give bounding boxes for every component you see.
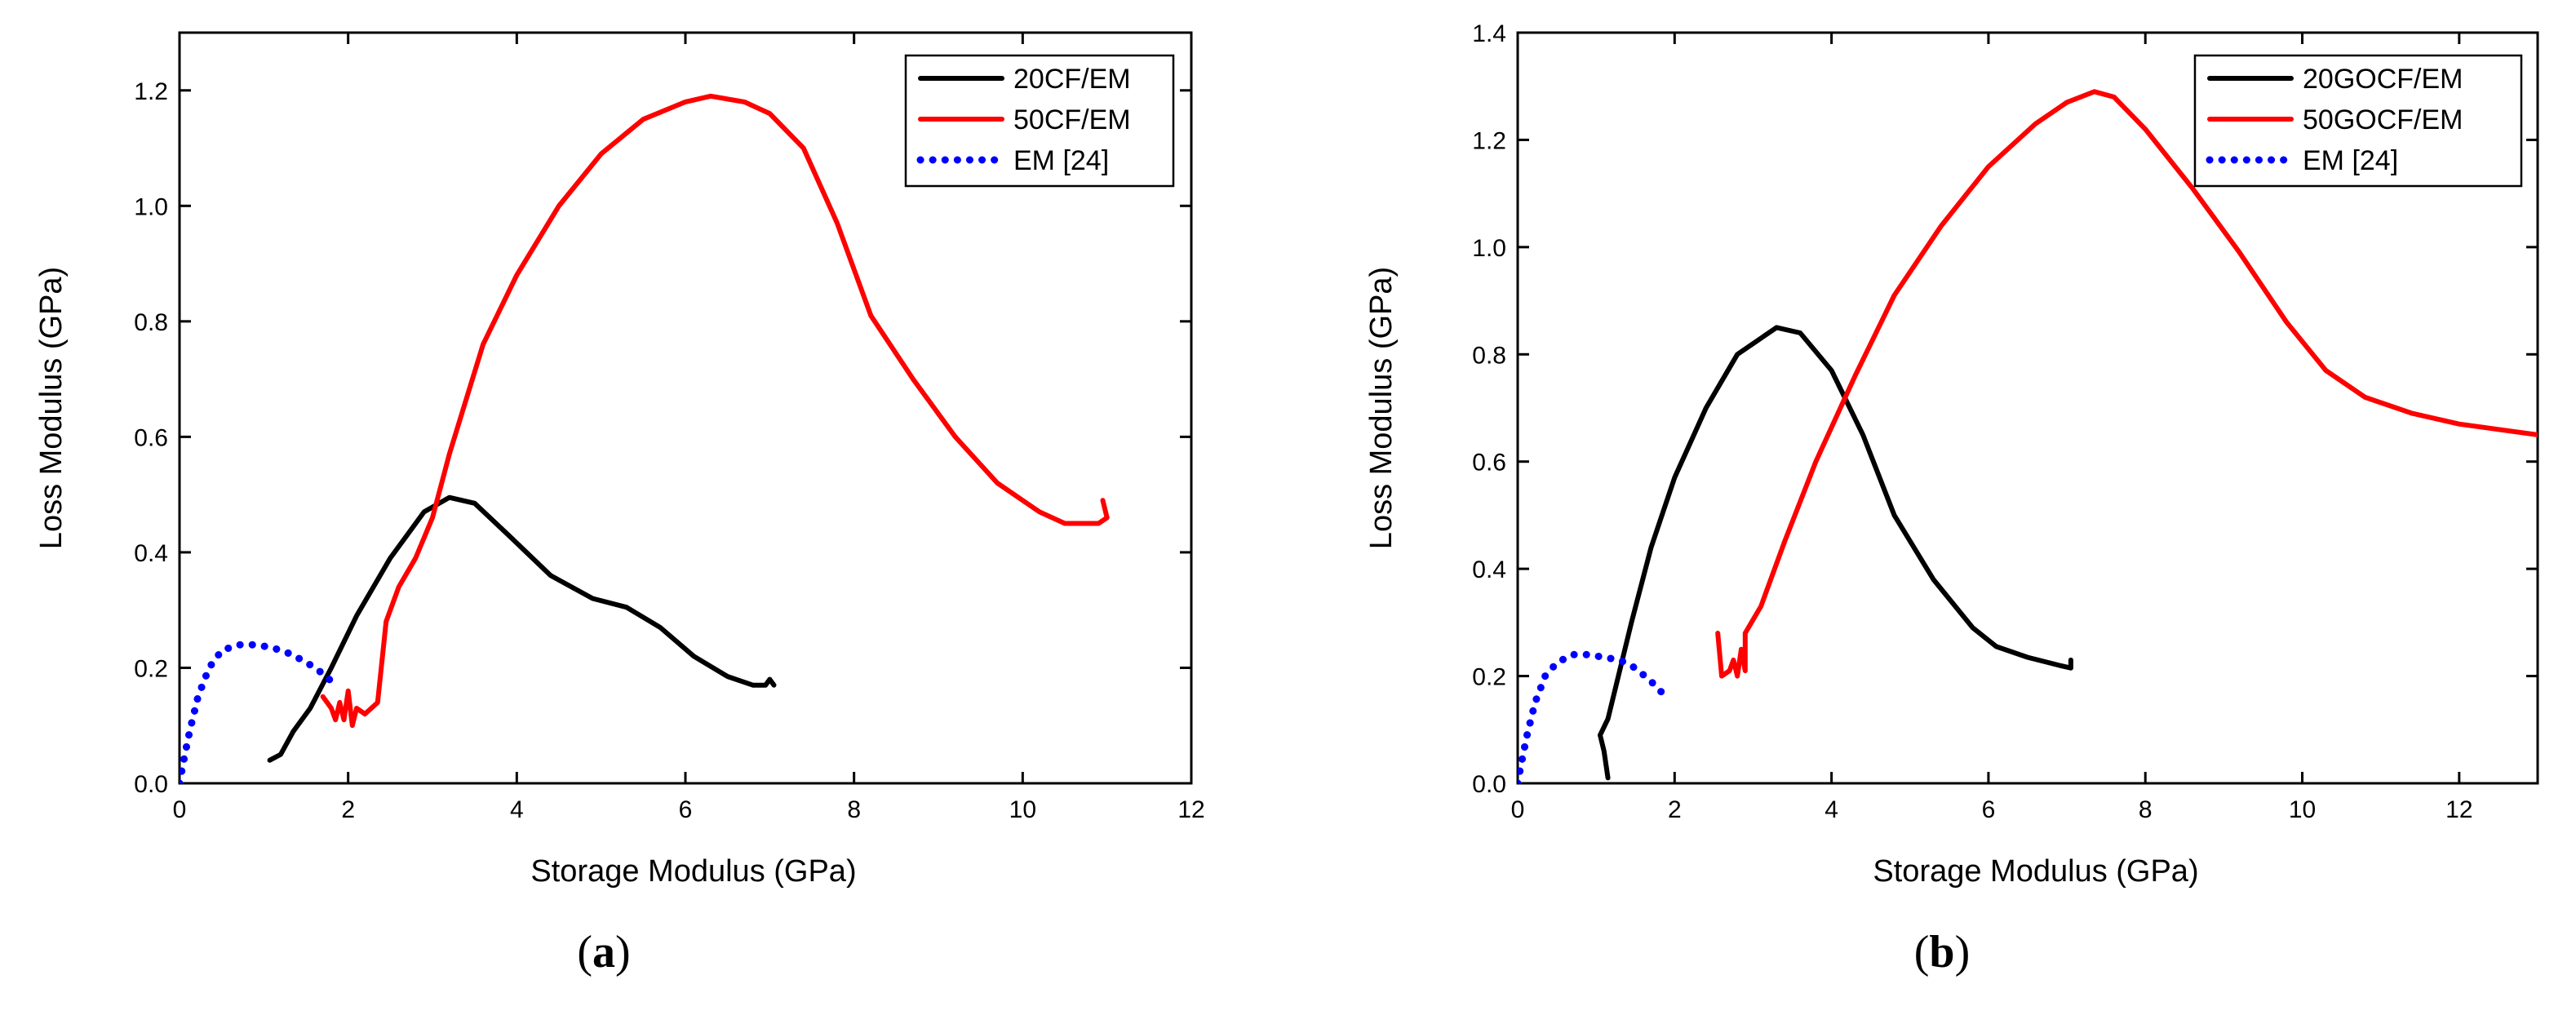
legend-label: 20CF/EM: [1013, 64, 1131, 95]
chart-panel-1: 0 2 4 6 8 10 12 0.0 0.2 0.4 0.6 0.8 1.0 1.2 Storage Mo…: [34, 31, 1205, 977]
legend-label: EM [24]: [1013, 145, 1109, 176]
plot-frame: [1516, 31, 2539, 785]
panel-caption-letter: a: [592, 927, 615, 977]
y-tick-label: 0.6: [134, 424, 168, 451]
y-tick-label: 0.8: [134, 309, 168, 336]
x-tick-label: 10: [1009, 796, 1036, 823]
panel-caption: (b): [1914, 927, 1970, 977]
x-axis-title: Storage Modulus (GPa): [1873, 854, 2198, 889]
series-line-50cf-em: [320, 93, 1110, 729]
series-group: [1518, 89, 2538, 783]
legend-label: 50GOCF/EM: [2303, 104, 2463, 135]
y-tick-label: 0.0: [1472, 771, 1506, 798]
y-tick-label: 1.0: [134, 193, 168, 220]
y-tick-label: 1.2: [134, 78, 168, 105]
x-axis-title: Storage Modulus (GPa): [530, 854, 856, 889]
x-tick-label: 6: [1982, 796, 1996, 823]
y-tick-label: 0.8: [1472, 342, 1506, 369]
legend-label: 20GOCF/EM: [2303, 64, 2463, 95]
y-axis-title: Loss Modulus (GPa): [1364, 267, 1399, 549]
x-tick-label: 12: [1177, 796, 1204, 823]
x-tick-label: 0: [1511, 796, 1525, 823]
legend: 20GOCF/EM 50GOCF/EM EM [24]: [2193, 54, 2523, 188]
y-tick-label: 0.6: [1472, 450, 1506, 477]
legend: 20CF/EM 50CF/EM EM [24]: [904, 54, 1175, 188]
x-tick-label: 2: [1668, 796, 1682, 823]
series-line-20cf-em: [267, 494, 777, 763]
x-tick-label: 12: [2445, 796, 2472, 823]
legend-label: EM [24]: [2303, 145, 2398, 176]
x-tick-label: 0: [173, 796, 187, 823]
y-tick-label: 0.2: [134, 655, 168, 682]
chart-panel-2: 0 2 4 6 8 10 12 0.0 0.2 0.4 0.6 0.8 1.0 1.2 1.4 Storage…: [1364, 20, 2539, 977]
y-tick-label: 0.2: [1472, 664, 1506, 691]
series-line-20gocf-em: [1598, 325, 2073, 781]
y-tick-label: 0.4: [134, 540, 168, 567]
x-tick-label: 4: [510, 796, 524, 823]
y-tick-label: 1.4: [1472, 20, 1506, 47]
panel-caption-letter: b: [1929, 927, 1954, 977]
series-group: [180, 93, 1110, 783]
x-tick-label: 4: [1824, 796, 1838, 823]
y-axis-title: Loss Modulus (GPa): [34, 267, 69, 549]
x-tick-label: 8: [847, 796, 861, 823]
series-line-em-24: [1518, 650, 1671, 783]
panel-caption: (a): [577, 927, 630, 977]
y-tick-label: 1.2: [1472, 127, 1506, 154]
x-tick-label: 8: [2139, 796, 2153, 823]
x-tick-label: 2: [341, 796, 355, 823]
x-tick-label: 6: [679, 796, 693, 823]
y-tick-label: 1.0: [1472, 235, 1506, 262]
y-tick-label: 0.4: [1472, 556, 1506, 583]
series-line-50gocf-em: [1715, 89, 2538, 679]
legend-label: 50CF/EM: [1013, 104, 1131, 135]
x-tick-label: 10: [2289, 796, 2316, 823]
y-tick-label: 0.0: [134, 771, 168, 798]
series-line-em-24: [180, 641, 339, 783]
